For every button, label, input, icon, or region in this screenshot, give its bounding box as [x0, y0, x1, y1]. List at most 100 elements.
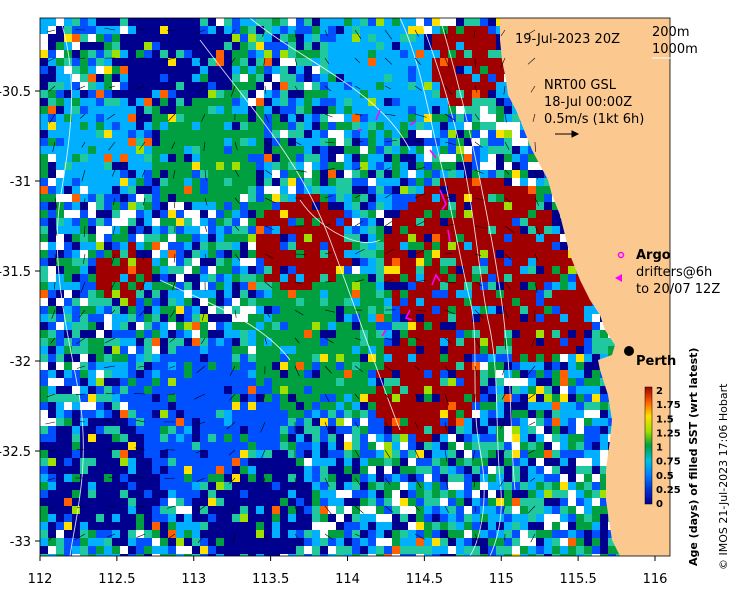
sst-pixel — [304, 466, 312, 474]
sst-pixel — [264, 506, 272, 514]
sst-pixel — [184, 370, 192, 378]
sst-pixel — [520, 290, 528, 298]
sst-pixel — [80, 434, 88, 442]
sst-pixel — [400, 266, 408, 274]
sst-pixel — [256, 402, 264, 410]
sst-pixel — [464, 306, 472, 314]
sst-pixel — [368, 290, 376, 298]
sst-pixel — [280, 290, 288, 298]
sst-pixel — [224, 178, 232, 186]
sst-pixel — [136, 250, 144, 258]
sst-pixel — [416, 394, 424, 402]
sst-pixel — [216, 378, 224, 386]
sst-pixel — [408, 258, 416, 266]
sst-pixel — [96, 202, 104, 210]
sst-pixel — [56, 402, 64, 410]
sst-pixel — [256, 530, 264, 538]
sst-pixel — [112, 26, 120, 34]
sst-pixel — [272, 90, 280, 98]
sst-pixel — [328, 442, 336, 450]
sst-pixel — [344, 90, 352, 98]
sst-pixel — [256, 282, 264, 290]
sst-pixel — [408, 530, 416, 538]
sst-pixel — [328, 538, 336, 546]
sst-pixel — [184, 386, 192, 394]
sst-pixel — [72, 210, 80, 218]
sst-pixel — [280, 354, 288, 362]
sst-pixel — [520, 522, 528, 530]
sst-pixel — [384, 362, 392, 370]
sst-pixel — [72, 450, 80, 458]
sst-pixel — [200, 442, 208, 450]
sst-pixel — [128, 26, 136, 34]
sst-pixel — [512, 522, 520, 530]
sst-pixel — [128, 194, 136, 202]
sst-pixel — [360, 26, 368, 34]
sst-pixel — [296, 90, 304, 98]
sst-pixel — [120, 386, 128, 394]
sst-pixel — [200, 466, 208, 474]
sst-pixel — [424, 514, 432, 522]
sst-pixel — [264, 146, 272, 154]
sst-pixel — [360, 554, 368, 556]
sst-pixel — [136, 154, 144, 162]
sst-pixel — [456, 498, 464, 506]
sst-pixel — [464, 538, 472, 546]
sst-pixel — [464, 482, 472, 490]
sst-pixel — [208, 266, 216, 274]
current-arrow — [77, 57, 86, 60]
sst-pixel — [152, 482, 160, 490]
sst-pixel — [168, 186, 176, 194]
sst-pixel — [280, 362, 288, 370]
sst-pixel — [336, 482, 344, 490]
sst-pixel — [232, 82, 240, 90]
sst-pixel — [392, 346, 400, 354]
sst-pixel — [232, 426, 240, 434]
sst-pixel — [128, 354, 136, 362]
sst-pixel — [112, 346, 120, 354]
sst-pixel — [320, 306, 328, 314]
sst-pixel — [144, 290, 152, 298]
sst-pixel — [304, 362, 312, 370]
sst-pixel — [480, 434, 488, 442]
sst-pixel — [448, 74, 456, 82]
sst-pixel — [184, 314, 192, 322]
sst-pixel — [360, 298, 368, 306]
sst-pixel — [240, 154, 248, 162]
sst-pixel — [376, 138, 384, 146]
sst-pixel — [160, 114, 168, 122]
sst-pixel — [360, 34, 368, 42]
sst-pixel — [80, 426, 88, 434]
sst-pixel — [432, 530, 440, 538]
sst-pixel — [336, 490, 344, 498]
sst-pixel — [168, 74, 176, 82]
sst-pixel — [272, 58, 280, 66]
sst-pixel — [440, 114, 448, 122]
sst-pixel — [120, 442, 128, 450]
sst-pixel — [40, 82, 48, 90]
sst-pixel — [560, 466, 568, 474]
sst-pixel — [304, 442, 312, 450]
sst-pixel — [360, 506, 368, 514]
sst-pixel — [288, 250, 296, 258]
sst-pixel — [352, 386, 360, 394]
sst-pixel — [144, 266, 152, 274]
sst-pixel — [272, 274, 280, 282]
sst-pixel — [400, 426, 408, 434]
sst-pixel — [520, 346, 528, 354]
sst-pixel — [112, 250, 120, 258]
sst-pixel — [496, 426, 504, 434]
sst-pixel — [192, 314, 200, 322]
sst-pixel — [608, 338, 616, 346]
sst-pixel — [416, 474, 424, 482]
sst-pixel — [144, 426, 152, 434]
sst-pixel — [144, 98, 152, 106]
sst-pixel — [376, 170, 384, 178]
sst-pixel — [296, 458, 304, 466]
sst-pixel — [152, 426, 160, 434]
sst-pixel — [104, 338, 112, 346]
sst-pixel — [368, 522, 376, 530]
sst-pixel — [408, 490, 416, 498]
sst-pixel — [480, 114, 488, 122]
sst-pixel — [160, 498, 168, 506]
